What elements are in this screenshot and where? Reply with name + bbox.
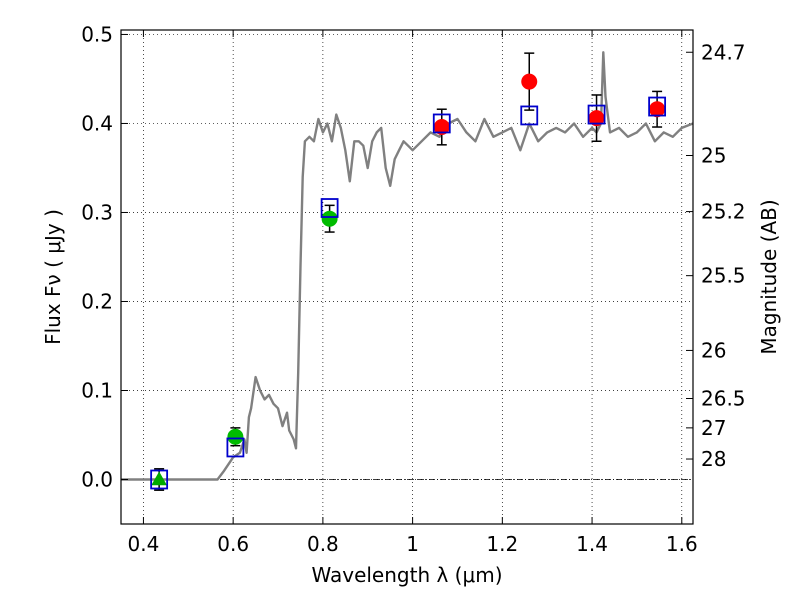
- y2-tick-label: 24.7: [701, 40, 746, 64]
- data-point-circle: [227, 428, 244, 445]
- data-point-triangle: [151, 471, 167, 486]
- x-tick-label: 1.2: [486, 532, 518, 556]
- x-tick-label: 1.4: [576, 532, 608, 556]
- model-point-square: [432, 113, 451, 134]
- y2-tick-label: 25: [701, 144, 726, 168]
- y-tick-label: 0.5: [81, 22, 113, 46]
- model-point-square: [226, 437, 245, 458]
- y2-tick-label: 27: [701, 416, 726, 440]
- model-layer: [121, 51, 693, 481]
- y2-axis-title: Magnitude (AB): [757, 199, 781, 354]
- tick-label-layer: 0.4 0.6 0.8 1 1.2 1.4 1.6 0.0 0.1 0.2 0.3 0.4 0.5 24.…: [81, 22, 745, 556]
- x-tick-label: 0.4: [128, 532, 160, 556]
- plot-frame: [120, 29, 694, 525]
- y-tick-label: 0.4: [81, 111, 113, 135]
- y-tick-label: 0.1: [81, 378, 113, 402]
- data-point-circle: [649, 101, 666, 118]
- x-tick-label: 0.8: [307, 532, 339, 556]
- model-point-square: [648, 96, 667, 117]
- y2-tick-label: 26: [701, 338, 726, 362]
- y2-tick-label: 26.5: [701, 386, 746, 410]
- x-axis-title: Wavelength λ (μm): [311, 563, 502, 587]
- y-axis-title: Flux Fν ( μJy ): [41, 209, 65, 345]
- y-tick-label: 0.0: [81, 467, 113, 491]
- marker-layer: [150, 73, 667, 490]
- model-point-square: [320, 198, 339, 218]
- x-tick-label: 1: [406, 532, 419, 556]
- errorbar-layer: [154, 52, 663, 491]
- y-tick-label: 0.2: [81, 289, 113, 313]
- x-tick-label: 1.6: [666, 532, 698, 556]
- model-point-square: [587, 104, 606, 125]
- tick-layer: [121, 30, 693, 524]
- model-point-square: [520, 105, 539, 126]
- x-tick-label: 0.6: [217, 532, 249, 556]
- y2-tick-label: 25.5: [701, 264, 746, 288]
- y-tick-label: 0.3: [81, 200, 113, 224]
- data-point-circle: [521, 73, 538, 90]
- y2-tick-label: 25.2: [701, 200, 746, 224]
- model-point-square: [150, 469, 169, 490]
- model-sed-line: [121, 51, 693, 481]
- y2-tick-label: 28: [701, 447, 726, 471]
- data-point-circle: [321, 210, 338, 227]
